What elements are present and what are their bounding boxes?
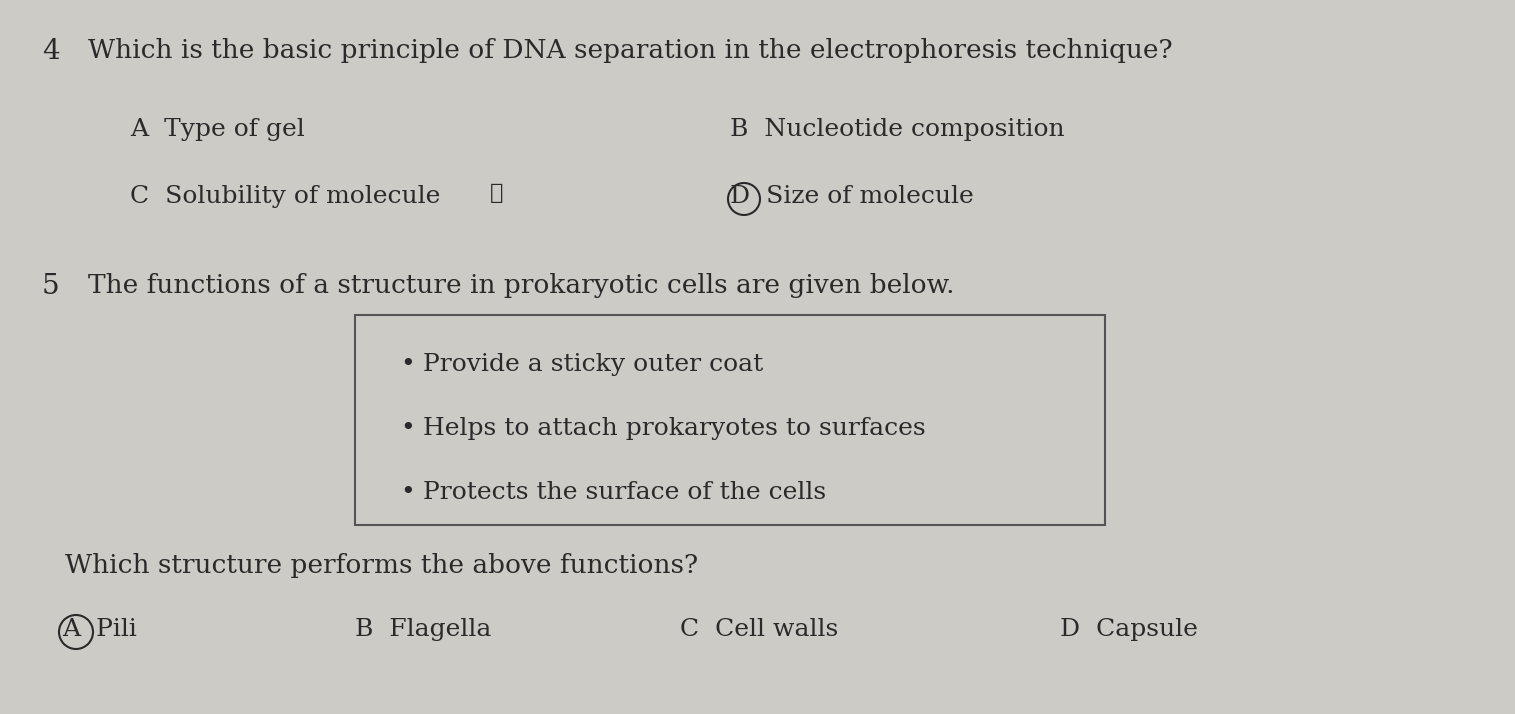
Text: •: • bbox=[400, 481, 415, 504]
Text: D  Capsule: D Capsule bbox=[1060, 618, 1198, 641]
Text: Which structure performs the above functions?: Which structure performs the above funct… bbox=[65, 553, 698, 578]
Text: •: • bbox=[400, 417, 415, 440]
Text: ✕: ✕ bbox=[489, 182, 503, 204]
Text: C  Cell walls: C Cell walls bbox=[680, 618, 838, 641]
Text: Helps to attach prokaryotes to surfaces: Helps to attach prokaryotes to surfaces bbox=[423, 417, 926, 440]
Text: D  Size of molecule: D Size of molecule bbox=[730, 185, 974, 208]
Text: 4: 4 bbox=[42, 38, 59, 65]
Text: C  Solubility of molecule: C Solubility of molecule bbox=[130, 185, 441, 208]
Text: Which is the basic principle of DNA separation in the electrophoresis technique?: Which is the basic principle of DNA sepa… bbox=[88, 38, 1173, 63]
Text: •: • bbox=[400, 353, 415, 376]
Text: Protects the surface of the cells: Protects the surface of the cells bbox=[423, 481, 826, 504]
Text: 5: 5 bbox=[42, 273, 59, 300]
Text: The functions of a structure in prokaryotic cells are given below.: The functions of a structure in prokaryo… bbox=[88, 273, 954, 298]
Text: Provide a sticky outer coat: Provide a sticky outer coat bbox=[423, 353, 764, 376]
Text: B  Flagella: B Flagella bbox=[355, 618, 491, 641]
FancyBboxPatch shape bbox=[355, 315, 1104, 525]
Text: B  Nucleotide composition: B Nucleotide composition bbox=[730, 118, 1065, 141]
Text: A  Pili: A Pili bbox=[62, 618, 136, 641]
Text: A  Type of gel: A Type of gel bbox=[130, 118, 305, 141]
